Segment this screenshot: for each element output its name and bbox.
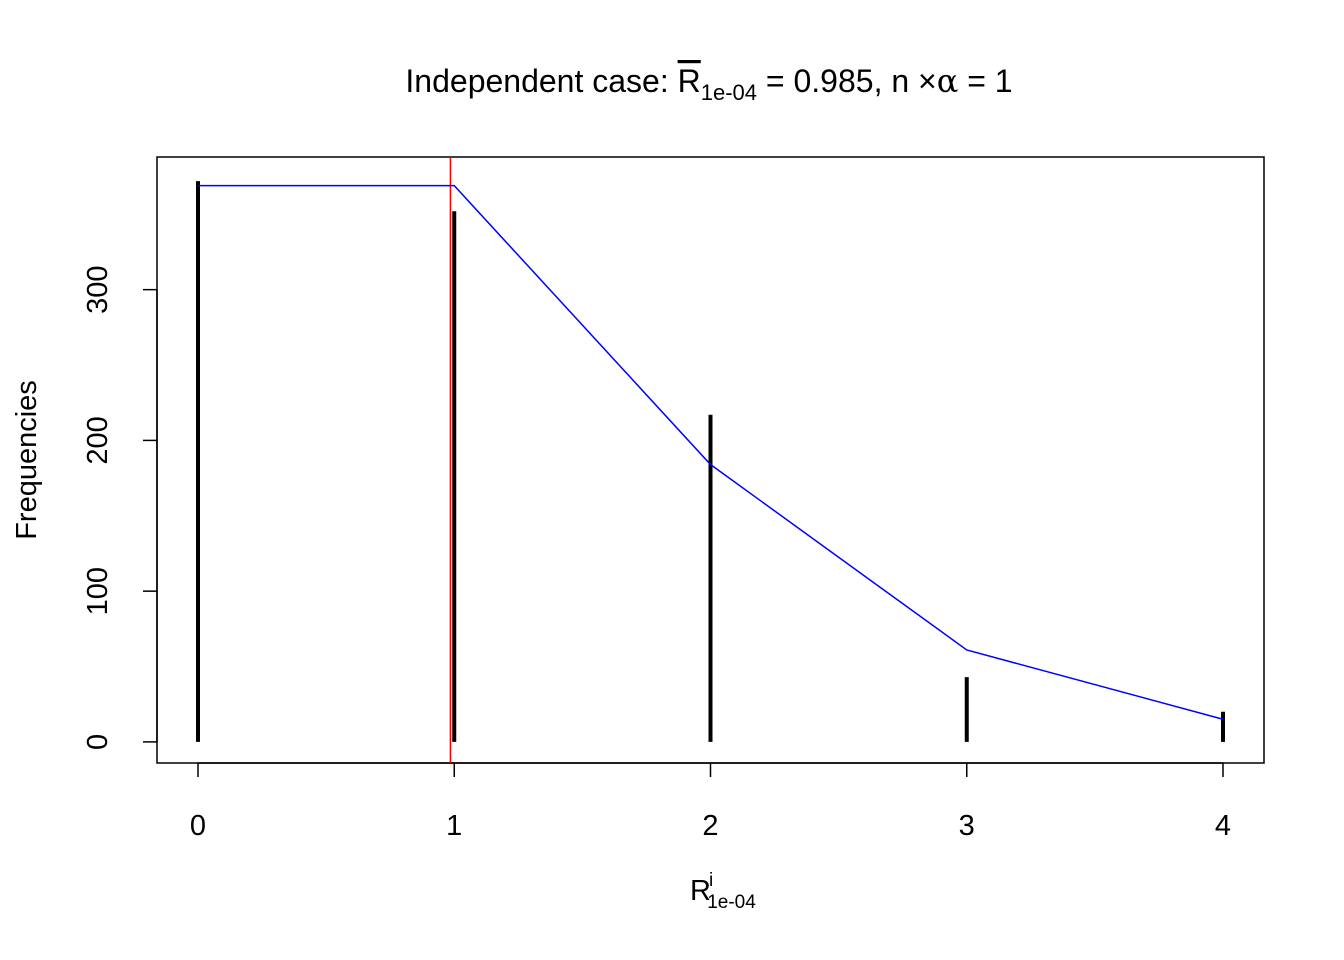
title-middle: = 0.985, n: [757, 63, 918, 99]
title-subscript: 1e-04: [701, 80, 757, 105]
x-label-superscript: i: [709, 870, 713, 891]
y-tick-label: 300: [82, 265, 114, 313]
title-alpha: α: [937, 62, 959, 100]
x-axis-label: Ri 1e-04: [690, 870, 756, 913]
x-tick-label: 1: [446, 810, 462, 842]
y-axis-label: Frequencies: [11, 380, 43, 540]
bar-series: [198, 181, 1223, 742]
y-tick-label: 200: [82, 416, 114, 464]
chart-title: Independent case: R1e-04 = 0.985, n ×α =…: [405, 62, 1012, 105]
x-tick-label: 4: [1215, 810, 1231, 842]
title-times: ×: [918, 63, 937, 99]
y-tick-label: 100: [82, 567, 114, 615]
y-tick-label: 0: [82, 734, 114, 750]
title-symbol: R: [678, 63, 701, 99]
title-prefix: Independent case:: [405, 63, 677, 99]
x-tick-label: 0: [190, 810, 206, 842]
x-axis: 0 1 2 3 4: [190, 763, 1231, 842]
y-axis: 0 100 200 300: [82, 265, 157, 750]
x-label-subscript: 1e-04: [707, 892, 756, 913]
x-tick-label: 3: [959, 810, 975, 842]
x-tick-label: 2: [702, 810, 718, 842]
title-suffix: = 1: [958, 63, 1012, 99]
